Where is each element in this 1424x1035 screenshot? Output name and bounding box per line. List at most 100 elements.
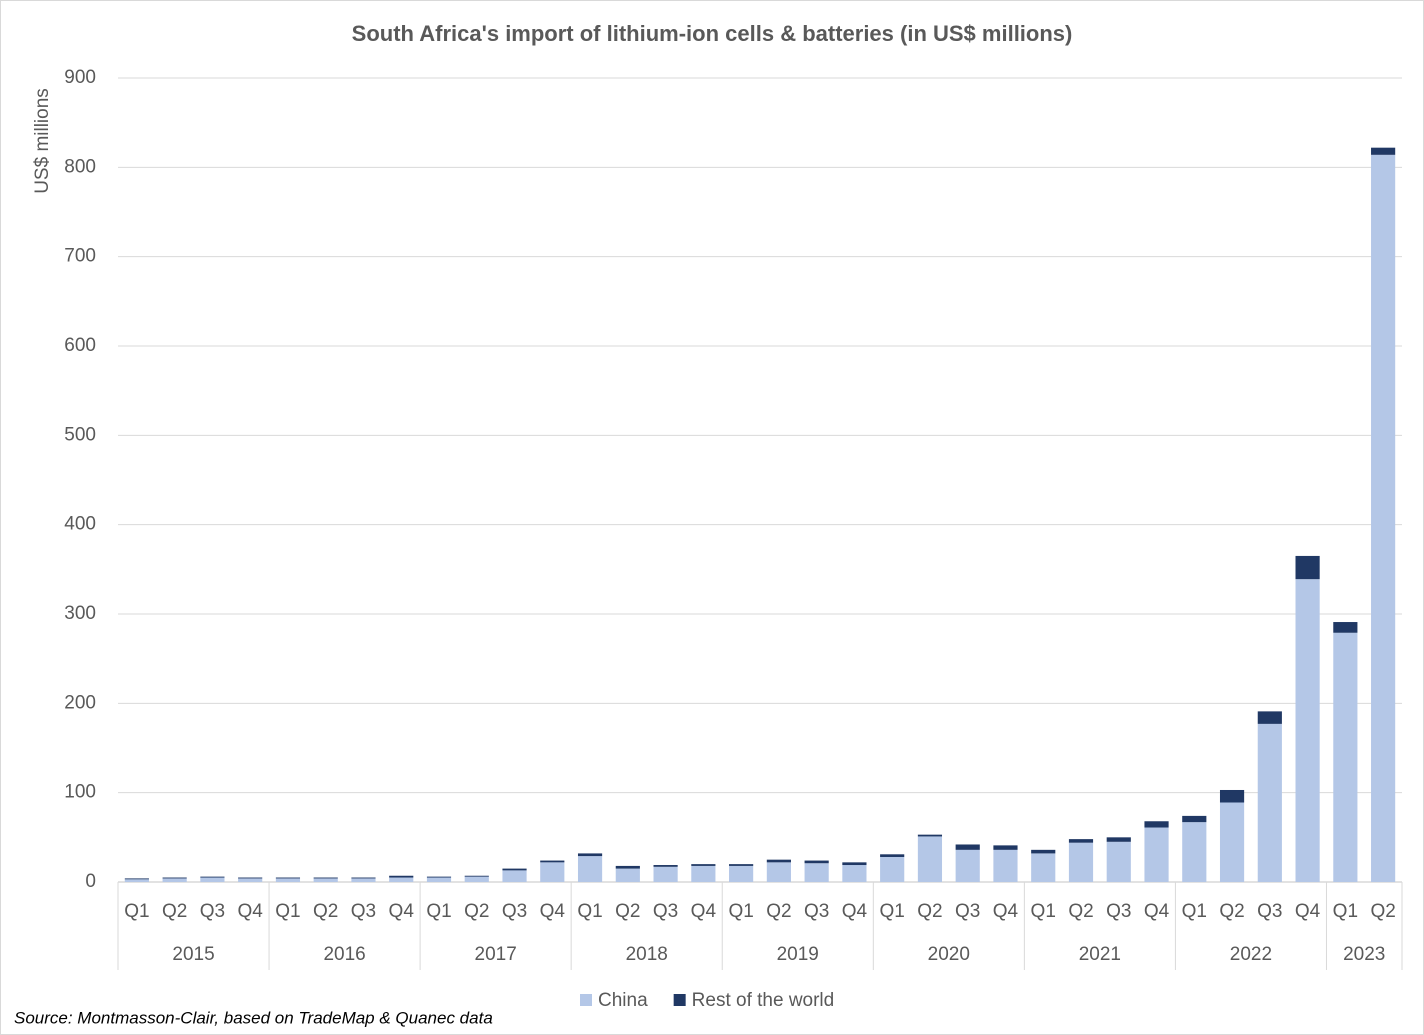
x-tick-label: Q2 <box>464 901 489 922</box>
y-tick-label: 200 <box>64 692 96 713</box>
bar <box>1068 842 1094 882</box>
y-axis-label: US$ millions <box>32 88 53 194</box>
bar <box>1144 827 1169 882</box>
x-tick-label: Q1 <box>1333 901 1358 922</box>
bar <box>955 844 980 850</box>
bar <box>842 862 867 866</box>
bar <box>1333 632 1358 882</box>
bar <box>502 870 527 882</box>
bar <box>162 877 187 879</box>
x-group-label: 2021 <box>1079 944 1121 965</box>
bar <box>993 849 1018 882</box>
bar <box>1031 853 1056 882</box>
bar <box>464 876 489 882</box>
x-tick-label: Q3 <box>1257 901 1282 922</box>
bar <box>124 878 149 880</box>
bar <box>653 866 678 882</box>
bar <box>1257 723 1282 882</box>
bar <box>1182 815 1207 823</box>
bar <box>691 864 716 866</box>
x-tick-label: Q2 <box>615 901 640 922</box>
x-group-label: 2020 <box>928 944 970 965</box>
bar <box>502 868 527 871</box>
bar <box>1257 711 1282 724</box>
bar <box>615 868 640 882</box>
bar <box>1219 802 1245 882</box>
legend-swatch <box>673 994 686 1006</box>
bar <box>1106 837 1131 842</box>
y-tick-label: 500 <box>64 424 96 445</box>
bar <box>200 877 225 882</box>
x-tick-label: Q4 <box>237 901 263 922</box>
bar <box>804 860 829 864</box>
y-tick-label: 0 <box>85 871 96 892</box>
bar <box>351 878 376 882</box>
bar <box>238 877 263 879</box>
x-group-label: 2023 <box>1343 944 1385 965</box>
bar <box>1182 822 1207 882</box>
legend-label: Rest of the world <box>692 990 835 1011</box>
x-group-label: 2016 <box>323 944 365 965</box>
bar <box>1219 789 1245 803</box>
bar <box>275 878 301 882</box>
x-tick-label: Q1 <box>879 901 904 922</box>
bar <box>313 877 338 879</box>
bar <box>238 878 263 882</box>
x-tick-label: Q2 <box>162 901 187 922</box>
x-tick-label: Q4 <box>842 901 868 922</box>
bar <box>540 860 565 863</box>
bar <box>540 862 565 882</box>
bar <box>124 879 149 882</box>
x-tick-label: Q4 <box>993 901 1019 922</box>
bar <box>426 876 452 878</box>
bar <box>653 865 678 867</box>
y-tick-label: 800 <box>64 156 96 177</box>
legend-swatch <box>580 994 592 1006</box>
x-tick-label: Q1 <box>124 901 149 922</box>
bar <box>464 875 489 877</box>
bar <box>1144 821 1169 828</box>
x-tick-label: Q1 <box>275 901 300 922</box>
bar <box>1106 841 1131 882</box>
bar <box>955 849 980 882</box>
bar <box>313 878 338 882</box>
x-tick-label: Q1 <box>426 901 451 922</box>
bar <box>389 877 414 882</box>
x-tick-label: Q4 <box>691 901 717 922</box>
bar <box>993 845 1018 850</box>
bar <box>804 863 829 882</box>
bar <box>729 865 754 882</box>
x-tick-label: Q1 <box>1182 901 1207 922</box>
y-tick-label: 100 <box>64 782 96 803</box>
bar <box>766 862 791 882</box>
x-tick-label: Q4 <box>389 901 415 922</box>
x-tick-label: Q2 <box>917 901 942 922</box>
y-tick-label: 700 <box>64 246 96 267</box>
bar <box>615 865 640 869</box>
bar <box>1371 154 1396 882</box>
bar <box>691 865 716 882</box>
chart-title: South Africa's import of lithium-ion cel… <box>352 21 1073 46</box>
bar <box>1371 147 1396 155</box>
x-tick-label: Q1 <box>1031 901 1056 922</box>
x-tick-label: Q1 <box>728 901 753 922</box>
x-tick-label: Q3 <box>804 901 829 922</box>
legend-label: China <box>598 990 648 1011</box>
x-tick-label: Q4 <box>1295 901 1321 922</box>
bar <box>162 878 187 882</box>
x-tick-label: Q2 <box>766 901 791 922</box>
bar <box>917 834 943 837</box>
x-group-label: 2015 <box>172 944 214 965</box>
x-tick-label: Q3 <box>502 901 527 922</box>
x-tick-label: Q4 <box>1144 901 1170 922</box>
source-note: Source: Montmasson-Clair, based on Trade… <box>14 1008 493 1027</box>
y-tick-label: 600 <box>64 335 96 356</box>
x-tick-label: Q2 <box>313 901 338 922</box>
bar <box>842 865 867 882</box>
x-tick-label: Q3 <box>955 901 980 922</box>
x-tick-label: Q2 <box>1370 901 1395 922</box>
bar <box>729 864 754 866</box>
x-tick-label: Q2 <box>1068 901 1093 922</box>
bar <box>389 875 414 878</box>
